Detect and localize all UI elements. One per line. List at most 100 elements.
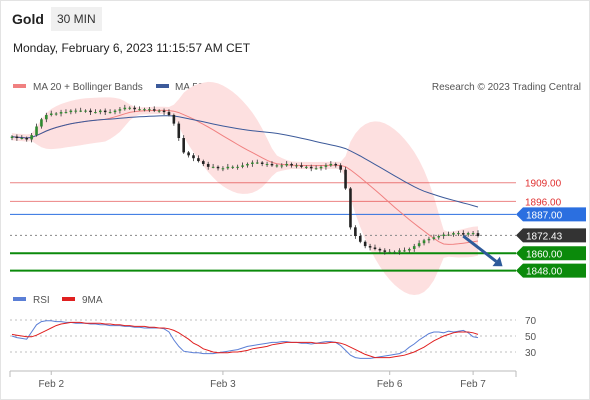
candle: [403, 247, 406, 252]
rsi-legend-swatch: [13, 297, 26, 301]
candle-body: [300, 165, 303, 167]
x-axis-date-label: Feb 6: [377, 379, 403, 390]
candle-body: [417, 243, 421, 247]
candle: [246, 162, 249, 168]
candle: [49, 110, 53, 117]
candle-body: [54, 113, 58, 115]
candle-body: [167, 112, 171, 115]
candle: [432, 234, 436, 241]
candle-body: [447, 234, 450, 236]
candle: [59, 109, 63, 117]
candle: [172, 113, 176, 126]
price-level-tag: [516, 207, 586, 222]
price-level-labels: 1909.00 1896.00 1887.00 1872.43 1860.00 1848.…: [516, 179, 586, 278]
candle-body: [295, 165, 298, 167]
candle-body: [138, 109, 141, 111]
candle-body: [236, 166, 239, 168]
bollinger-band: [12, 81, 478, 296]
candle-body: [25, 138, 29, 140]
candle: [241, 162, 244, 169]
candle: [197, 155, 200, 163]
chart-datetime: Monday, February 6, 2023 11:15:57 AM CET: [13, 41, 251, 55]
candle-body: [378, 248, 382, 251]
candle-body: [177, 123, 181, 139]
candle-body: [432, 237, 436, 239]
candle-body: [128, 107, 132, 109]
candle-body: [368, 246, 372, 248]
candle: [378, 247, 382, 253]
candle: [226, 163, 230, 170]
candle-body: [35, 126, 38, 136]
candle-body: [79, 110, 82, 112]
x-axis-date-label: Feb 7: [460, 379, 486, 390]
candle-body: [373, 247, 377, 249]
candle-body: [251, 162, 254, 164]
forecast-arrow-shaft: [462, 234, 498, 263]
candle-body: [64, 112, 68, 114]
candle-body: [84, 110, 87, 112]
candle-body: [358, 236, 362, 242]
candle-body: [226, 166, 230, 169]
price-level-text: 1872.43: [526, 231, 563, 242]
candle: [251, 160, 254, 167]
candle: [461, 230, 465, 237]
candle: [54, 112, 58, 116]
candle: [74, 108, 78, 114]
candle: [216, 165, 220, 171]
rsi-ma-legend-label: 9MA: [82, 295, 103, 306]
candle-body: [471, 233, 475, 235]
candle: [113, 109, 117, 115]
candle-body: [98, 110, 102, 113]
candle: [182, 135, 185, 154]
candle: [162, 108, 166, 115]
candle: [408, 247, 411, 253]
candle: [143, 107, 146, 112]
candle-body: [265, 163, 269, 165]
candle: [354, 225, 357, 239]
price-level-text: 1848.00: [526, 267, 563, 278]
candle-body: [15, 136, 19, 139]
candle: [447, 231, 450, 237]
forecast-arrow: [462, 234, 503, 267]
candle-body: [393, 251, 396, 253]
candle-body: [89, 110, 92, 113]
candle: [319, 165, 323, 171]
candle: [471, 230, 475, 237]
candle-body: [74, 110, 78, 112]
candle: [94, 109, 97, 114]
candle: [152, 106, 156, 113]
candle: [442, 232, 445, 239]
candle-body: [113, 110, 117, 113]
candle: [290, 162, 293, 168]
candle-body: [403, 250, 406, 252]
candle-body: [45, 114, 48, 120]
candle-body: [202, 161, 205, 164]
candle-body: [40, 119, 43, 127]
candle: [89, 108, 92, 115]
candle: [123, 104, 127, 111]
candle-body: [260, 162, 264, 164]
candle: [128, 106, 132, 110]
candle-body: [408, 248, 411, 251]
price-level-text: 1909.00: [525, 179, 562, 190]
candle: [417, 240, 421, 248]
candle: [69, 109, 73, 115]
candle: [255, 159, 259, 164]
ma50-legend-label: MA 50: [175, 82, 204, 93]
candle-body: [192, 155, 195, 159]
candle: [260, 161, 264, 167]
candle: [285, 161, 288, 167]
candle-body: [309, 166, 313, 169]
candle: [20, 135, 24, 140]
candle: [231, 165, 235, 170]
candle-body: [422, 240, 426, 244]
candle-body: [231, 166, 235, 168]
candle-body: [324, 165, 328, 167]
x-axis-date-label: Feb 2: [38, 379, 64, 390]
candle: [157, 109, 161, 113]
timeframe-badge[interactable]: 30 MIN: [51, 7, 102, 31]
candle: [437, 234, 441, 240]
candle-body: [30, 135, 33, 140]
candle: [476, 230, 480, 238]
candle: [84, 109, 87, 113]
